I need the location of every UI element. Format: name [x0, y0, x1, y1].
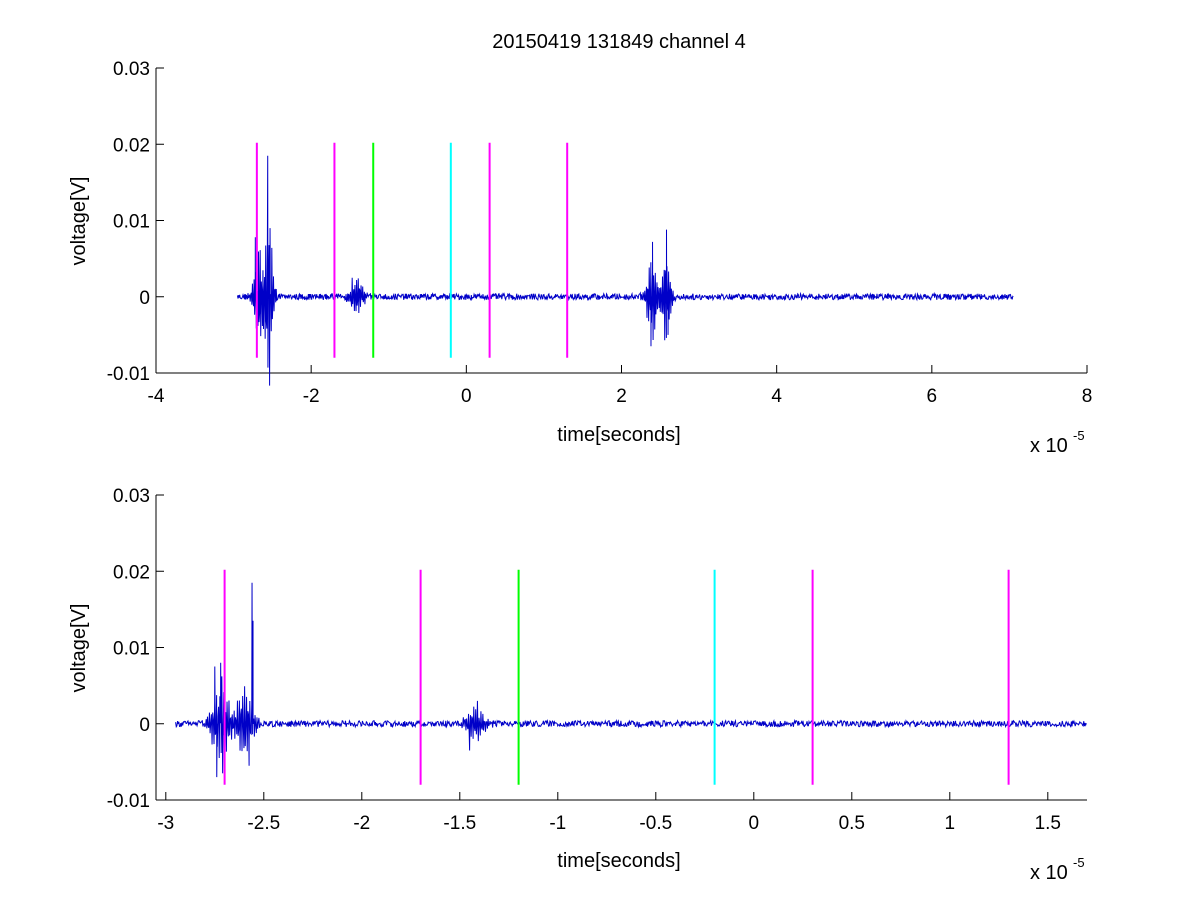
bottom-x-axis-label: time[seconds]	[557, 850, 680, 872]
x-tick-label: -4	[148, 386, 165, 407]
bottom-x-exponent: x 10 -5	[1030, 855, 1085, 884]
y-tick-label: 0.01	[113, 212, 150, 233]
y-tick-label: -0.01	[107, 364, 150, 385]
top-y-axis-label: voltage[V]	[68, 177, 90, 266]
voltage-trace	[175, 582, 1087, 778]
top-plot-area	[236, 142, 1014, 386]
x-tick-label: 1.5	[1035, 813, 1061, 834]
x-tick-label: -2.5	[247, 813, 280, 834]
y-tick-label: 0	[139, 715, 150, 736]
bottom-x-multiplier: x 10	[1030, 862, 1068, 884]
y-tick-label: -0.01	[107, 791, 150, 812]
x-tick-label: -1	[549, 813, 566, 834]
x-tick-label: -2	[303, 386, 320, 407]
bottom-subplot: voltage[V] time[seconds] x 10 -5 -3 -2.5-…	[68, 486, 1087, 884]
y-tick-label: 0.01	[113, 639, 150, 660]
y-tick-label: 0.02	[113, 562, 150, 583]
bottom-ticks: -3 -2.5 -2 -1.5 -1 -0.5 0 0.5 1 1.5 -0.01 0 0.01 0.02…	[107, 486, 1061, 834]
x-tick-label: 6	[927, 386, 938, 407]
bottom-x-multiplier-exponent: -5	[1073, 855, 1085, 870]
x-tick-label: -0.5	[639, 813, 672, 834]
x-tick-label: 1	[945, 813, 956, 834]
y-tick-label: 0	[139, 288, 150, 309]
bottom-plot-area	[175, 569, 1087, 785]
y-tick-label: 0.03	[113, 486, 150, 507]
bottom-y-axis-label: voltage[V]	[68, 604, 90, 693]
chart-title: 20150419 131849 channel 4	[492, 31, 746, 53]
y-tick-label: 0.02	[113, 135, 150, 156]
y-tick-label: 0.03	[113, 59, 150, 80]
top-ticks: -4 -2 0 2 4 6 8 -0.01 0 0.01 0.02 0.03	[107, 59, 1093, 407]
x-tick-label: -3	[157, 813, 174, 834]
voltage-trace	[236, 155, 1014, 386]
x-tick-label: 8	[1082, 386, 1093, 407]
top-subplot: 20150419 131849 channel 4 voltage[V] tim…	[68, 31, 1092, 457]
x-tick-label: 4	[771, 386, 782, 407]
x-tick-label: 0	[461, 386, 472, 407]
x-tick-label: -2	[353, 813, 370, 834]
top-x-multiplier: x 10	[1030, 435, 1068, 457]
top-x-exponent: x 10 -5	[1030, 428, 1085, 457]
top-x-multiplier-exponent: -5	[1073, 428, 1085, 443]
x-tick-label: -1.5	[443, 813, 476, 834]
x-tick-label: 0	[749, 813, 760, 834]
x-tick-label: 0.5	[839, 813, 865, 834]
x-tick-label: 2	[616, 386, 627, 407]
top-x-axis-label: time[seconds]	[557, 424, 680, 446]
